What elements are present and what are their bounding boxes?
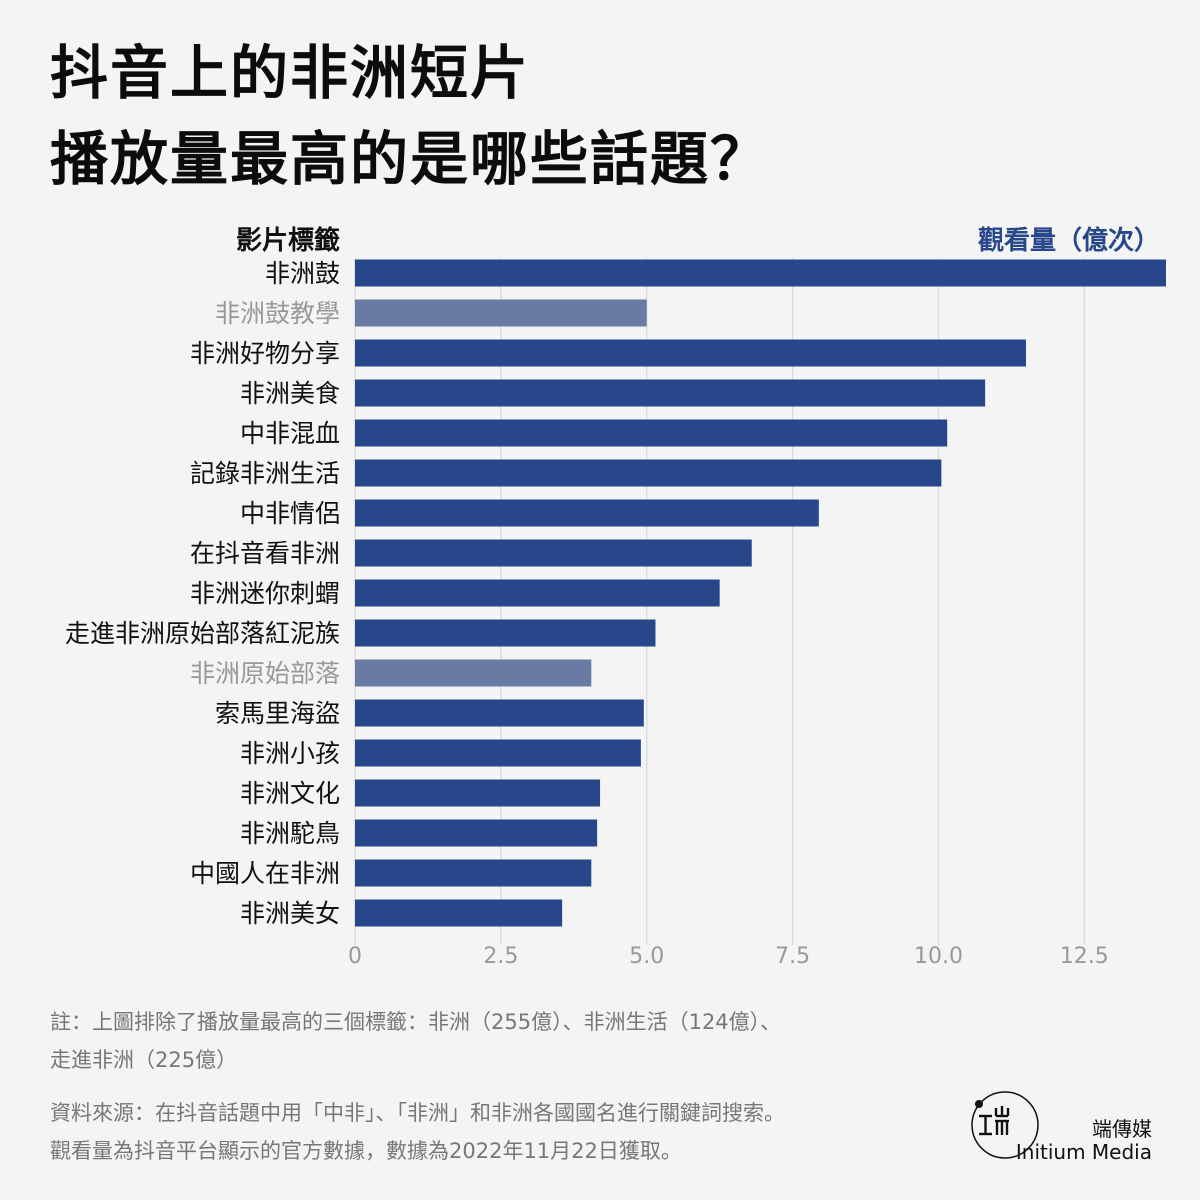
category-label: 非洲駝鳥: [240, 819, 340, 848]
bar: [355, 579, 720, 607]
category-label: 非洲美女: [240, 899, 340, 928]
source-line-2: 觀看量為抖音平台顯示的官方數據，數據為2022年11月22日獲取。: [50, 1139, 682, 1163]
bar: [355, 299, 647, 327]
x-tick-label: 10.0: [914, 944, 963, 969]
bar: [355, 819, 598, 847]
category-label: 非洲好物分享: [190, 339, 340, 368]
category-label: 非洲迷你刺蝟: [190, 579, 340, 608]
title-line-1: 抖音上的非洲短片: [50, 39, 531, 107]
category-label: 在抖音看非洲: [190, 539, 340, 568]
category-label: 走進非洲原始部落紅泥族: [65, 619, 340, 648]
category-axis-label: 影片標籤: [235, 226, 340, 256]
title-line-2: 播放量最高的是哪些話題？: [50, 125, 771, 193]
category-label: 非洲美食: [240, 379, 340, 408]
x-tick-label: 12.5: [1060, 944, 1109, 969]
bar: [355, 419, 948, 447]
category-label: 中國人在非洲: [190, 859, 340, 888]
category-label: 記錄非洲生活: [190, 459, 340, 488]
brand-name-en: Initium Media: [1015, 1140, 1152, 1164]
bar: [355, 379, 986, 407]
bar: [355, 619, 656, 647]
bar: [355, 859, 592, 887]
data-source: 資料來源：在抖音話題中用「中非」、「非洲」和非洲各國國名進行關鍵詞搜索。 觀看量…: [50, 1094, 950, 1170]
category-label: 索馬里海盜: [215, 699, 340, 728]
brand-name-zh: 端傳媒: [1092, 1117, 1152, 1141]
source-line-1: 資料來源：在抖音話題中用「中非」、「非洲」和非洲各國國名進行關鍵詞搜索。: [50, 1101, 785, 1125]
bar: [355, 739, 641, 767]
chart-note: 註：上圖排除了播放量最高的三個標籤：非洲（255億）、非洲生活（124億）、 走…: [50, 1003, 950, 1079]
bar: [355, 499, 819, 527]
x-tick-label: 5.0: [629, 944, 664, 969]
x-tick-label: 2.5: [483, 944, 518, 969]
category-label: 非洲原始部落: [190, 659, 340, 688]
chart-title: 抖音上的非洲短片 播放量最高的是哪些話題？: [50, 30, 1150, 202]
category-label: 中非混血: [240, 419, 340, 448]
category-label: 中非情侶: [240, 499, 340, 528]
bar: [355, 259, 1166, 287]
category-label: 非洲文化: [240, 779, 340, 808]
bar: [355, 699, 644, 727]
bar: [355, 339, 1026, 367]
bar: [355, 539, 752, 567]
x-tick-label: 7.5: [775, 944, 810, 969]
bar: [355, 659, 592, 687]
category-label: 非洲小孩: [240, 739, 340, 768]
value-axis-label: 觀看量（億次）: [977, 226, 1160, 256]
note-line-1: 註：上圖排除了播放量最高的三個標籤：非洲（255億）、非洲生活（124億）、: [50, 1010, 782, 1034]
category-label: 非洲鼓: [265, 259, 340, 288]
bar: [355, 899, 563, 927]
bar-chart: 0 2.5 5.0 7.5 10.0 12.5 非洲鼓非洲鼓教學非洲好物分享非洲美食中非混血…: [65, 258, 1166, 969]
initium-logo-icon: [971, 1091, 1039, 1159]
bar: [355, 779, 601, 807]
x-tick-label: 0: [348, 944, 362, 969]
bar: [355, 459, 942, 487]
category-label: 非洲鼓教學: [215, 299, 340, 328]
note-line-2: 走進非洲（225億）: [50, 1048, 238, 1072]
